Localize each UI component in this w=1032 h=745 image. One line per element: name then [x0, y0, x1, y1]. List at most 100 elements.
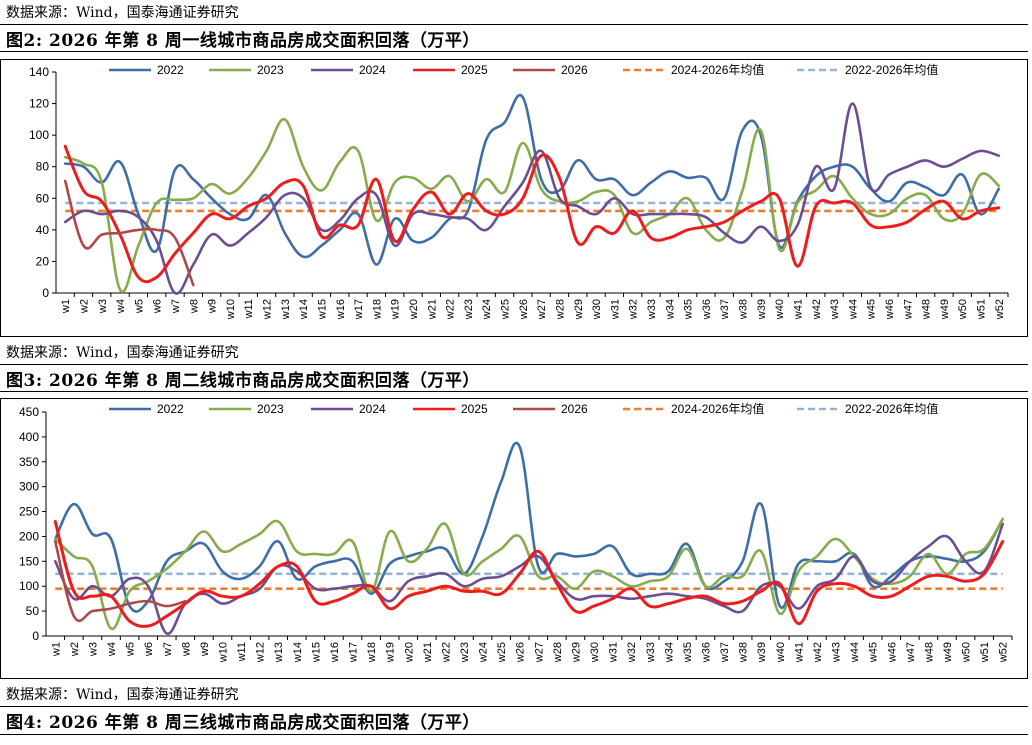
- legend-label: 2024-2026年均值: [671, 62, 764, 77]
- y-tick-label: 140: [29, 65, 49, 79]
- series-line-2023: [63, 118, 1001, 294]
- x-tick-label: w42: [811, 299, 823, 320]
- x-tick-label: w12: [262, 299, 274, 320]
- y-tick-label: 20: [36, 254, 50, 268]
- x-tick-label: w42: [812, 642, 824, 663]
- chart-1-frame: 0 20 40 60 80 100 120 140 w1 w2 w3 w4 w5 w6 w7 w8 w9 w10 w…: [0, 59, 1028, 337]
- x-tick-label: w44: [847, 299, 859, 320]
- legend-label: 2025: [461, 402, 488, 416]
- x-tick-label: w34: [663, 642, 675, 663]
- chart-2-frame: 0 50 100 150 200 250 300 350 400 450 w1 w2 w3 w4 w5 w6 w…: [0, 398, 1028, 679]
- x-tick-label: w4: [106, 642, 118, 657]
- x-tick-label: w46: [886, 642, 898, 663]
- x-tick-label: w32: [626, 642, 638, 663]
- legend-label: 2022: [157, 63, 184, 77]
- divider: [0, 24, 1028, 25]
- x-tick-label: w25: [496, 642, 508, 663]
- x-tick-label: w33: [645, 642, 657, 663]
- x-tick-label: w7: [162, 642, 174, 657]
- legend-label: 2024: [359, 63, 386, 77]
- x-tick-label: w24: [478, 642, 490, 663]
- x-tick-label: w23: [459, 642, 471, 663]
- series-line-2022: [54, 441, 1004, 613]
- x-tick-label: w52: [994, 299, 1006, 320]
- x-tick-label: w27: [536, 299, 548, 320]
- x-tick-label: w41: [793, 642, 805, 663]
- x-tick-label: w4: [115, 299, 127, 314]
- x-tick-label: w40: [774, 299, 786, 320]
- x-tick-label: w38: [738, 642, 750, 663]
- x-tick-label: w21: [422, 642, 434, 663]
- x-tick-label: w14: [292, 642, 304, 663]
- x-tick-label: w1: [50, 642, 62, 657]
- x-tick-label: w28: [552, 642, 564, 663]
- y-tick-label: 200: [19, 529, 39, 543]
- series-line-2026: [63, 179, 195, 287]
- x-tick-label: w22: [440, 642, 452, 663]
- x-tick-label: w10: [217, 642, 229, 663]
- x-tick-label: w5: [125, 642, 137, 657]
- x-tick-label: w45: [866, 299, 878, 320]
- x-tick-label: w9: [199, 642, 211, 657]
- x-tick-label: w26: [518, 299, 530, 320]
- x-tick-label: w50: [961, 642, 973, 663]
- y-tick-label: 0: [32, 629, 39, 643]
- x-tick-label: w33: [646, 299, 658, 320]
- x-tick-label: w9: [207, 299, 219, 314]
- legend-label: 2022-2026年均值: [845, 62, 938, 77]
- x-tick-label: w32: [628, 299, 640, 320]
- x-tick-label: w30: [589, 642, 601, 663]
- legend-label: 2024-2026年均值: [671, 401, 764, 416]
- x-tick-label: w11: [243, 299, 255, 319]
- y-tick-label: 80: [36, 160, 50, 174]
- x-tick-label: w34: [664, 299, 676, 320]
- x-tick-label: w49: [942, 642, 954, 663]
- x-tick-label: w47: [902, 299, 914, 320]
- x-tick-label: w2: [78, 299, 90, 314]
- divider: [0, 734, 1028, 735]
- x-tick-label: w21: [426, 299, 438, 320]
- x-tick-label: w25: [500, 299, 512, 320]
- divider: [0, 391, 1028, 392]
- x-tick-label: w50: [957, 299, 969, 320]
- x-tick-label: w13: [280, 299, 292, 320]
- x-tick-label: w48: [921, 299, 933, 320]
- source-note-mid: 数据来源：Wind，国泰海通证券研究: [6, 345, 239, 361]
- x-tick-label: w43: [829, 299, 841, 320]
- y-tick-label: 50: [26, 604, 40, 618]
- y-tick-label: 350: [19, 455, 39, 469]
- x-tick-label: w26: [515, 642, 527, 663]
- x-tick-label: w51: [979, 642, 991, 663]
- series-line-2024: [54, 522, 1004, 635]
- x-tick-label: w38: [738, 299, 750, 320]
- x-tick-label: w44: [849, 642, 861, 663]
- x-tick-label: w10: [225, 299, 237, 320]
- x-tick-label: w13: [273, 642, 285, 663]
- figure-4-title: 图4: 2026 年第 8 周三线城市商品房成交面积回落（万平）: [6, 713, 480, 733]
- x-tick-label: w3: [97, 299, 109, 314]
- x-tick-label: w43: [831, 642, 843, 663]
- legend-label: 2024: [359, 402, 386, 416]
- x-tick-label: w27: [533, 642, 545, 663]
- x-tick-label: w52: [998, 642, 1010, 663]
- x-tick-label: w1: [60, 299, 72, 314]
- x-tick-label: w40: [775, 642, 787, 663]
- chart-tier1-cities: 0 20 40 60 80 100 120 140 w1 w2 w3 w4 w5 w6 w7 w8 w9 w10 w…: [29, 62, 1009, 320]
- y-tick-label: 0: [42, 286, 49, 300]
- x-tick-label: w45: [868, 642, 880, 663]
- y-tick-label: 120: [29, 97, 49, 111]
- x-tick-label: w20: [408, 299, 420, 320]
- x-tick-label: w3: [87, 642, 99, 657]
- series-line-2026: [54, 540, 187, 623]
- x-tick-label: w2: [69, 642, 81, 657]
- figure-3-title: 图3: 2026 年第 8 周二线城市商品房成交面积回落（万平）: [6, 371, 480, 391]
- legend-label: 2022-2026年均值: [845, 401, 938, 416]
- x-tick-label: w17: [353, 299, 365, 320]
- legend-label: 2022: [157, 402, 184, 416]
- x-tick-label: w37: [719, 299, 731, 320]
- legend-label: 2026: [561, 63, 588, 77]
- legend-label: 2025: [461, 63, 488, 77]
- x-tick-label: w49: [939, 299, 951, 320]
- legend-label: 2023: [257, 63, 284, 77]
- x-tick-label: w12: [255, 642, 267, 663]
